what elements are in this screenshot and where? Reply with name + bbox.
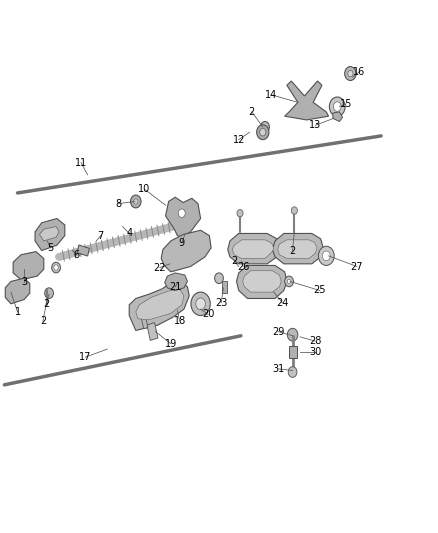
Polygon shape [129,281,189,330]
Circle shape [345,67,356,80]
Circle shape [285,276,293,287]
Polygon shape [232,240,274,259]
Circle shape [318,246,334,265]
Text: 16: 16 [353,67,365,77]
Text: 4: 4 [126,229,132,238]
Circle shape [322,251,330,261]
Circle shape [260,128,266,136]
Polygon shape [166,197,201,237]
Text: 15: 15 [340,99,352,109]
Text: 23: 23 [215,298,227,308]
Circle shape [52,262,60,273]
Circle shape [287,328,298,341]
Polygon shape [13,252,44,280]
Circle shape [287,279,291,284]
Text: 21: 21 [169,282,181,292]
Circle shape [178,209,185,217]
Polygon shape [333,112,343,122]
Polygon shape [237,265,287,298]
Circle shape [175,205,189,222]
Text: 17: 17 [79,352,92,362]
Text: 20: 20 [202,310,214,319]
Polygon shape [5,278,30,304]
Text: 30: 30 [309,347,321,357]
Text: 10: 10 [138,184,151,194]
Text: 11: 11 [75,158,87,167]
Text: 14: 14 [265,90,278,100]
Circle shape [257,125,269,140]
Text: 28: 28 [309,336,321,346]
Circle shape [333,102,341,111]
Polygon shape [161,230,211,272]
Text: 19: 19 [165,339,177,349]
Polygon shape [35,219,65,251]
Circle shape [261,122,269,132]
Polygon shape [278,240,317,259]
Text: 9: 9 [179,238,185,247]
Text: 25: 25 [314,286,326,295]
Circle shape [237,209,243,217]
Text: 27: 27 [351,262,363,271]
Circle shape [54,265,58,270]
Polygon shape [39,227,59,241]
Text: 22: 22 [154,263,166,272]
Polygon shape [165,273,187,290]
Circle shape [191,292,210,316]
Circle shape [215,273,223,284]
Circle shape [288,367,297,377]
Text: 26: 26 [237,262,249,271]
Circle shape [291,207,297,214]
Text: 2: 2 [40,316,46,326]
Bar [222,281,227,293]
Text: 8: 8 [115,199,121,208]
Bar [77,245,89,256]
Polygon shape [136,289,184,320]
Circle shape [348,70,353,77]
Polygon shape [243,271,281,292]
Circle shape [196,298,205,310]
Polygon shape [272,233,323,264]
Text: 6: 6 [74,250,80,260]
Text: 7: 7 [98,231,104,240]
Text: 29: 29 [272,327,284,336]
Bar [147,322,158,341]
Text: 24: 24 [276,298,289,308]
Text: 2: 2 [231,256,237,266]
Circle shape [45,288,53,298]
Bar [141,316,148,329]
Circle shape [131,195,141,208]
Bar [289,346,297,358]
Text: 2: 2 [43,299,49,309]
Text: 5: 5 [47,243,53,253]
Text: 18: 18 [173,316,186,326]
Text: 31: 31 [272,364,284,374]
Text: 2: 2 [290,246,296,255]
Text: 3: 3 [21,278,27,287]
Text: 12: 12 [233,135,245,144]
Text: 2: 2 [249,107,255,117]
Polygon shape [285,81,328,120]
Circle shape [329,97,345,116]
Text: 13: 13 [309,120,321,130]
Polygon shape [228,233,279,264]
Text: 1: 1 [14,307,21,317]
Circle shape [134,199,138,204]
